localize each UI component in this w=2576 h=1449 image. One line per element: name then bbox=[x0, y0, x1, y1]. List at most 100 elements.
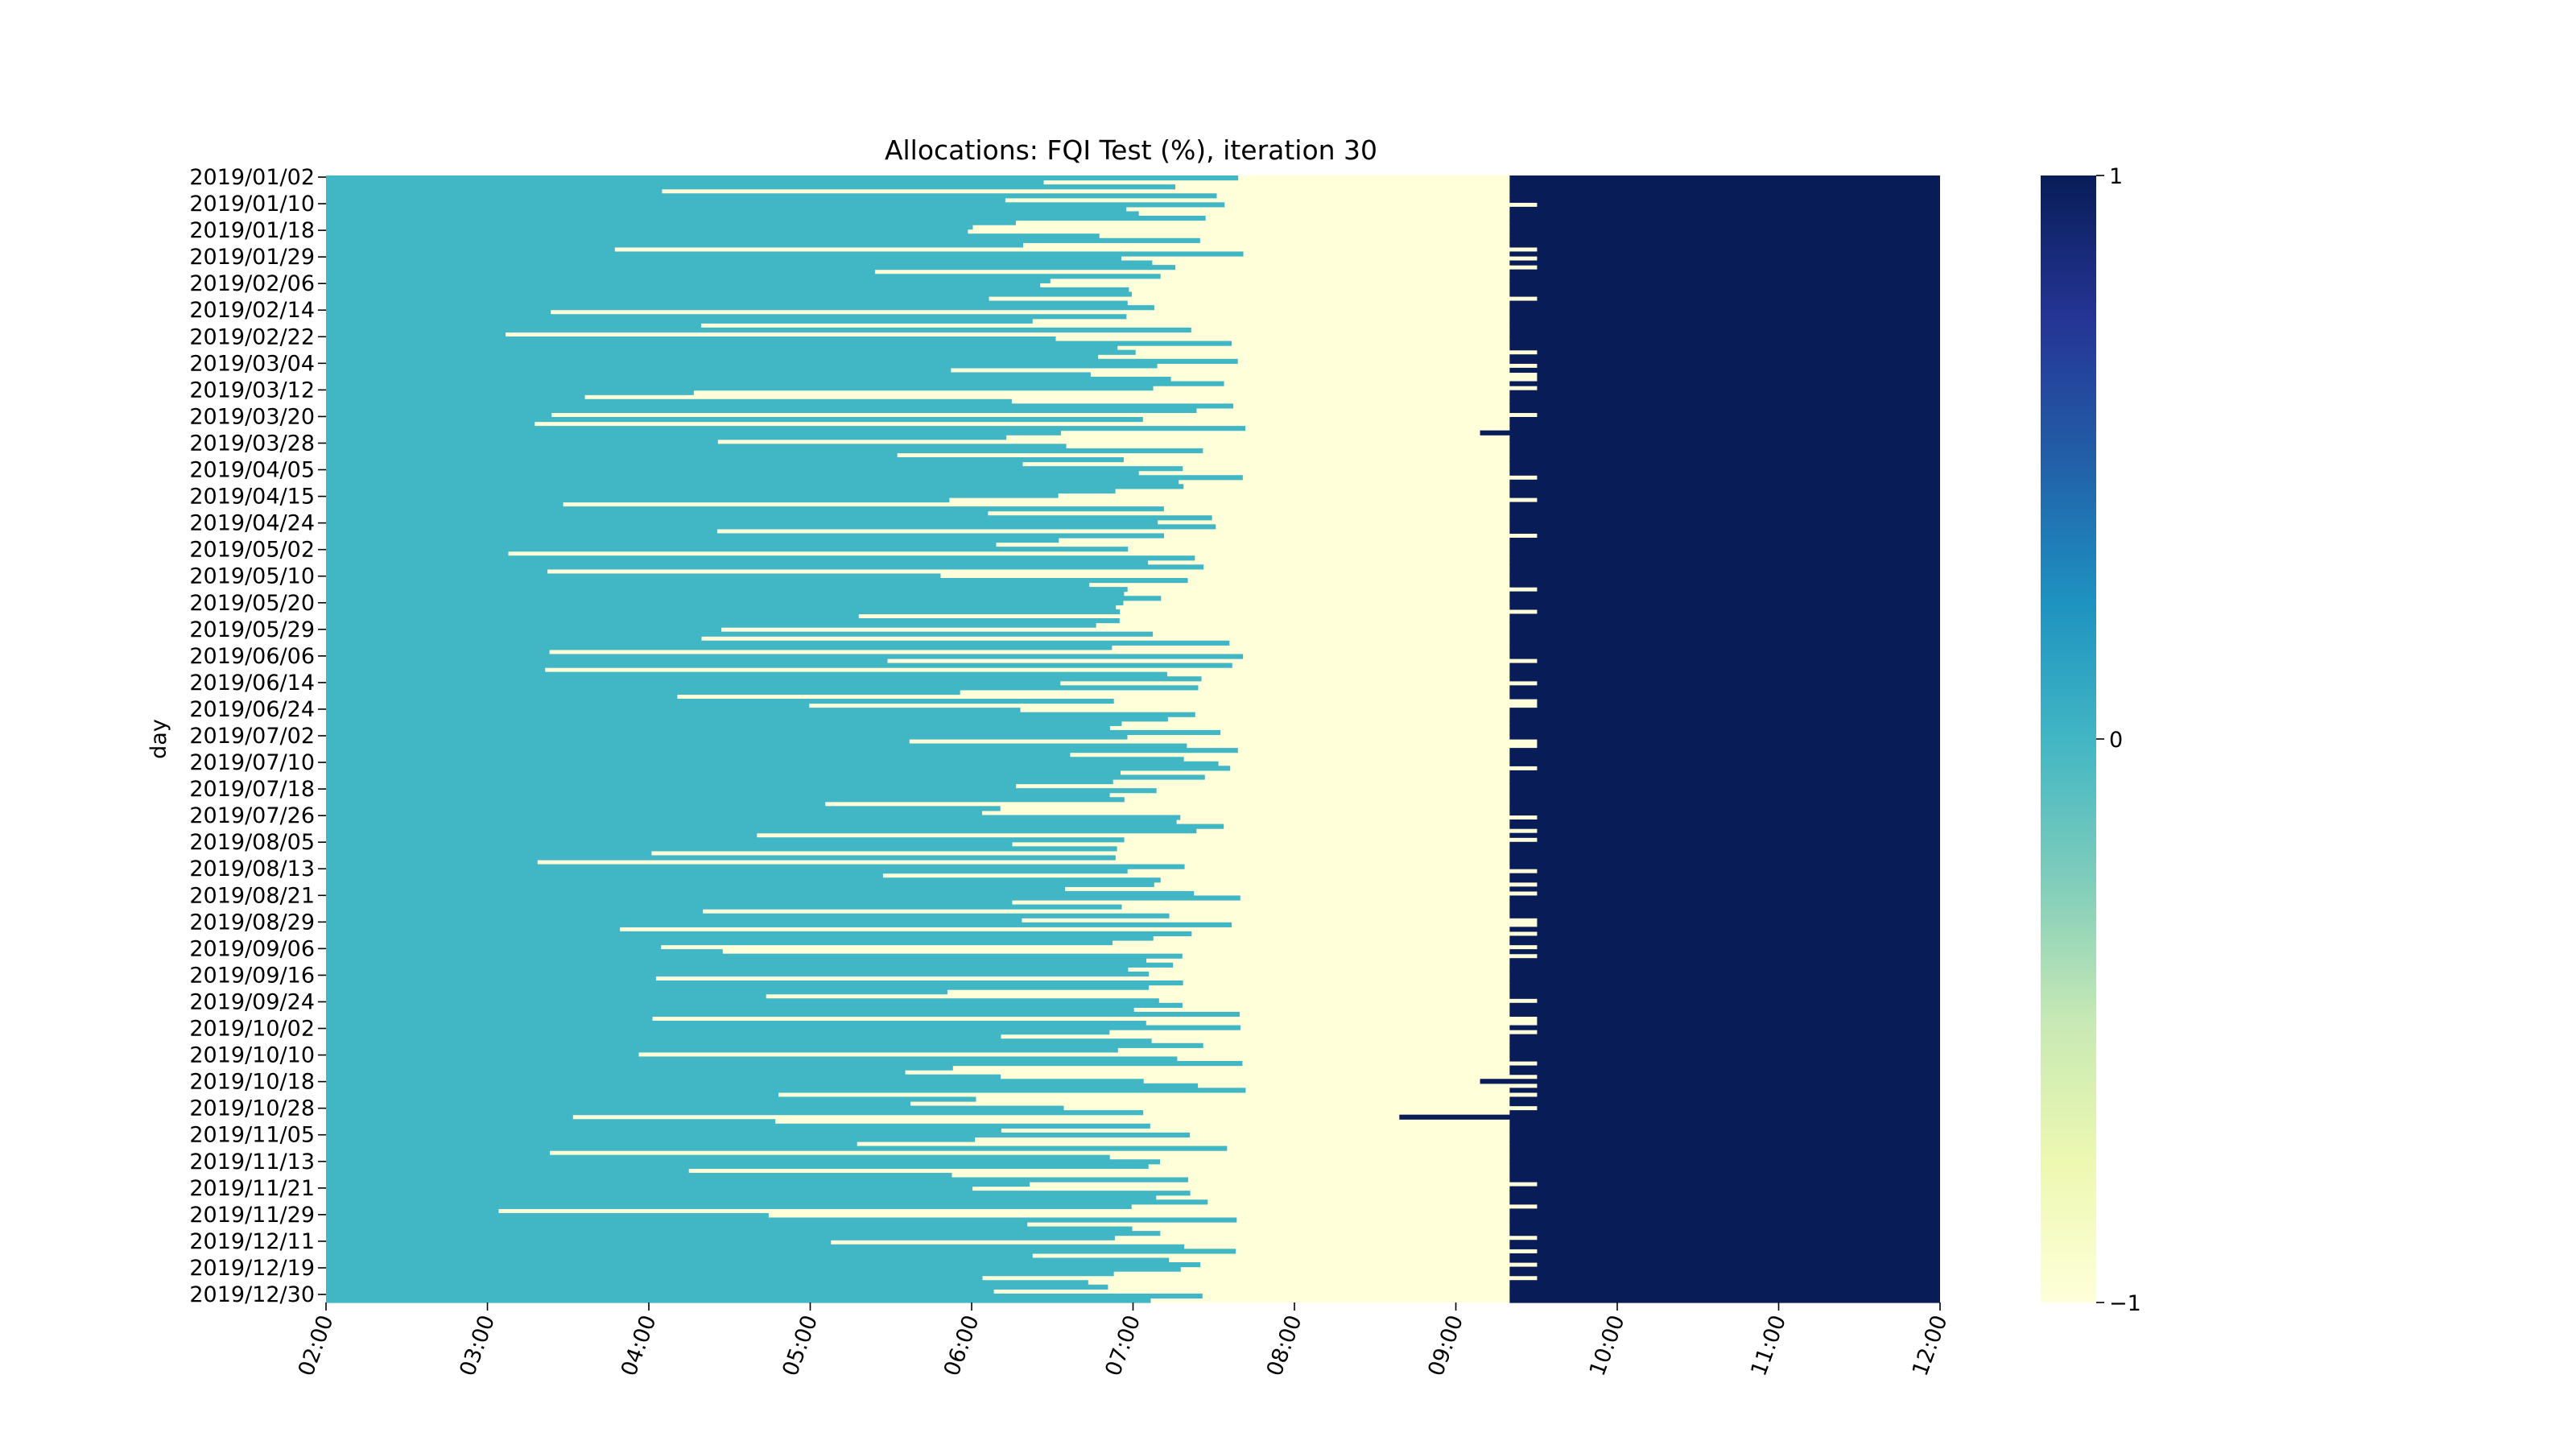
heatmap-cell-zero bbox=[326, 1002, 1183, 1008]
heatmap-cell-zero bbox=[326, 622, 1096, 628]
heatmap-cell-zero bbox=[326, 484, 1184, 489]
heatmap-cell-one bbox=[1509, 260, 1940, 266]
heatmap-cell-one bbox=[1537, 1262, 1940, 1268]
heatmap-cell-zero bbox=[326, 578, 1188, 584]
heatmap-cell-one bbox=[1509, 783, 1940, 789]
heatmap-cell-zero bbox=[326, 708, 1021, 713]
heatmap-cell-one bbox=[1509, 788, 1940, 794]
heatmap-cell-one bbox=[1537, 815, 1940, 820]
heatmap-cell-one bbox=[1509, 547, 1940, 552]
heatmap-cell-zero bbox=[326, 815, 1181, 820]
heatmap-cell-zero bbox=[326, 654, 1244, 659]
heatmap-cell-one bbox=[1537, 1203, 1940, 1209]
heatmap-cell-one bbox=[1537, 766, 1940, 771]
heatmap-cell-one bbox=[1509, 233, 1940, 239]
chart-title: Allocations: FQI Test (%), iteration 30 bbox=[885, 134, 1377, 166]
heatmap-cell-one bbox=[1537, 609, 1940, 615]
heatmap-cell-zero bbox=[326, 864, 1185, 869]
heatmap-cell-zero bbox=[326, 801, 826, 807]
heatmap-cell-one bbox=[1509, 873, 1940, 878]
heatmap-cell-zero bbox=[326, 175, 1239, 181]
heatmap-cell-one bbox=[1509, 555, 1940, 561]
heatmap-cell-one bbox=[1509, 667, 1940, 673]
heatmap-cell-zero bbox=[326, 398, 1012, 404]
heatmap-cell-one bbox=[1509, 367, 1940, 374]
heatmap-cell-zero bbox=[326, 1298, 1151, 1303]
heatmap-cell-one bbox=[1509, 993, 1940, 999]
heatmap-cell-zero bbox=[326, 797, 1125, 803]
heatmap-cell-zero bbox=[326, 220, 1016, 225]
heatmap-cell-zero bbox=[326, 931, 1192, 937]
heatmap-cell-one bbox=[1480, 430, 1940, 436]
heatmap-cell-one bbox=[1509, 976, 1940, 981]
heatmap-cell-one bbox=[1509, 452, 1940, 458]
heatmap-cell-one bbox=[1537, 363, 1940, 369]
heatmap-cell-zero bbox=[326, 720, 1122, 726]
heatmap-cell-zero bbox=[326, 766, 1231, 771]
heatmap-cell-zero bbox=[326, 667, 546, 673]
heatmap-cell-one bbox=[1509, 1191, 1940, 1196]
heatmap-cell-zero bbox=[326, 1065, 953, 1071]
heatmap-cell-zero bbox=[326, 568, 548, 575]
heatmap-cell-one bbox=[1537, 658, 1940, 664]
heatmap-cell-one bbox=[1509, 291, 1940, 297]
heatmap-cell-zero bbox=[326, 336, 1056, 342]
heatmap-cell-zero bbox=[326, 819, 1177, 825]
heatmap-cell-one bbox=[1509, 188, 1940, 194]
heatmap-cell-one bbox=[1509, 390, 1940, 395]
heatmap-cell-zero bbox=[326, 699, 1114, 704]
heatmap-cell-zero bbox=[326, 256, 1121, 262]
heatmap-cell-one bbox=[1509, 909, 1940, 914]
heatmap-cell-zero bbox=[326, 421, 535, 427]
heatmap-cell-one bbox=[1509, 551, 1940, 556]
heatmap-cell-one bbox=[1509, 559, 1940, 565]
heatmap-cell-zero bbox=[326, 989, 947, 995]
x-tick-label: 10:00 bbox=[1585, 1312, 1630, 1380]
heatmap-cell-zero bbox=[326, 837, 1125, 843]
y-tick-label: 2019/01/02 bbox=[189, 165, 315, 190]
heatmap-cell-one bbox=[1509, 573, 1940, 579]
heatmap-cell-zero bbox=[326, 1212, 769, 1219]
heatmap-cell-one bbox=[1509, 444, 1940, 449]
heatmap-cell-zero bbox=[326, 564, 1204, 570]
heatmap-cell-zero bbox=[326, 1172, 952, 1179]
heatmap-cell-one bbox=[1509, 806, 1940, 811]
heatmap-cell-zero bbox=[326, 998, 1159, 1004]
heatmap-cell-one bbox=[1537, 265, 1940, 270]
heatmap-cell-one bbox=[1509, 1137, 1940, 1142]
heatmap-cell-zero bbox=[326, 291, 1132, 297]
heatmap-cell-one bbox=[1509, 1271, 1940, 1277]
heatmap-cell-one bbox=[1509, 748, 1940, 753]
heatmap-cell-one bbox=[1509, 251, 1940, 257]
heatmap-cell-one bbox=[1509, 779, 1940, 785]
y-tick-label: 2019/03/04 bbox=[189, 351, 315, 376]
heatmap-cell-one bbox=[1509, 1025, 1940, 1030]
heatmap-cell-zero bbox=[326, 640, 1230, 646]
heatmap-cell-one bbox=[1509, 1110, 1940, 1116]
heatmap-cell-one bbox=[1509, 461, 1940, 467]
heatmap-cell-one bbox=[1509, 832, 1940, 838]
heatmap-cell-one bbox=[1509, 694, 1940, 700]
heatmap-cell-one bbox=[1509, 1293, 1940, 1299]
heatmap-cell-one bbox=[1537, 869, 1940, 874]
heatmap-cell-one bbox=[1509, 1002, 1940, 1008]
y-tick-label: 2019/09/06 bbox=[189, 936, 315, 961]
heatmap-cell-zero bbox=[326, 935, 1154, 941]
heatmap-cell-one bbox=[1537, 1016, 1940, 1022]
x-tick-label: 03:00 bbox=[455, 1312, 500, 1380]
heatmap-cell-one bbox=[1509, 1217, 1940, 1223]
heatmap-cell-zero bbox=[326, 1007, 1134, 1013]
heatmap-cell-one bbox=[1509, 900, 1940, 906]
heatmap-cell-one bbox=[1509, 654, 1940, 659]
heatmap-cell-zero bbox=[326, 457, 1124, 463]
heatmap-cell-zero bbox=[326, 1110, 1144, 1116]
heatmap-cell-one bbox=[1537, 475, 1940, 481]
x-tick-label: 12:00 bbox=[1908, 1312, 1953, 1380]
heatmap-cell-one bbox=[1509, 354, 1940, 360]
heatmap-cell-one bbox=[1537, 296, 1940, 302]
heatmap-cell-zero bbox=[326, 439, 718, 444]
heatmap-cell-zero bbox=[326, 1092, 779, 1098]
heatmap-cell-zero bbox=[326, 886, 1066, 892]
heatmap-cell-zero bbox=[326, 323, 701, 328]
heatmap-cell-one bbox=[1509, 394, 1940, 400]
